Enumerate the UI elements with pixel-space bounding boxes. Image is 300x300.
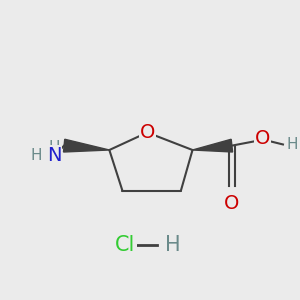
Polygon shape bbox=[193, 139, 232, 152]
Text: O: O bbox=[140, 123, 155, 142]
Text: O: O bbox=[255, 129, 270, 148]
Text: O: O bbox=[224, 194, 240, 213]
Text: H: H bbox=[165, 235, 180, 255]
Text: Cl: Cl bbox=[115, 235, 136, 255]
Text: H: H bbox=[286, 137, 298, 152]
Text: H: H bbox=[31, 148, 42, 163]
Text: N: N bbox=[47, 146, 61, 165]
Polygon shape bbox=[64, 139, 109, 152]
Text: H: H bbox=[48, 140, 60, 154]
